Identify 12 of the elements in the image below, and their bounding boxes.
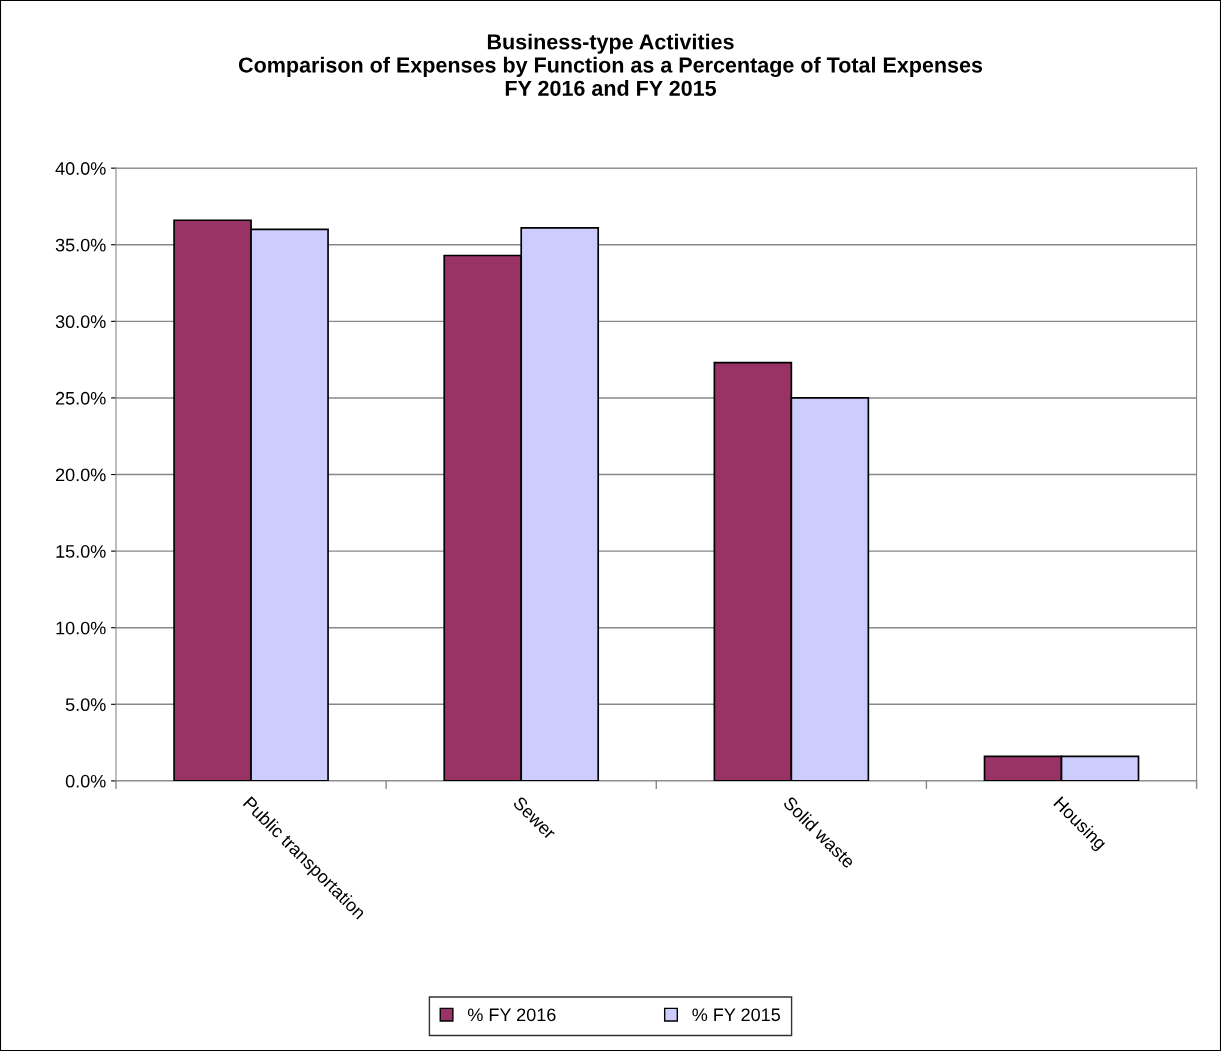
y-tick-label: 35.0%	[55, 238, 106, 252]
y-tick-label: 20.0%	[55, 468, 106, 482]
y-tick-label: 10.0%	[56, 621, 106, 635]
y-tick-label: 25.0%	[55, 391, 106, 405]
chart-title: Business-type Activities Comparison of Expenses by Function as a Percentage of Total Expenses FY 2016 and FY 2015	[238, 33, 983, 96]
y-tick-label: 30.0%	[55, 315, 106, 329]
y-tick-label: 40.0%	[55, 162, 106, 175]
legend-label: % FY 2016	[467, 1008, 556, 1022]
y-tick-label: 15.0%	[56, 545, 106, 558]
y-tick-label: 5.0%	[65, 698, 106, 712]
y-tick-label: 0.0%	[65, 774, 106, 788]
legend-label: % FY 2015	[692, 1008, 780, 1022]
